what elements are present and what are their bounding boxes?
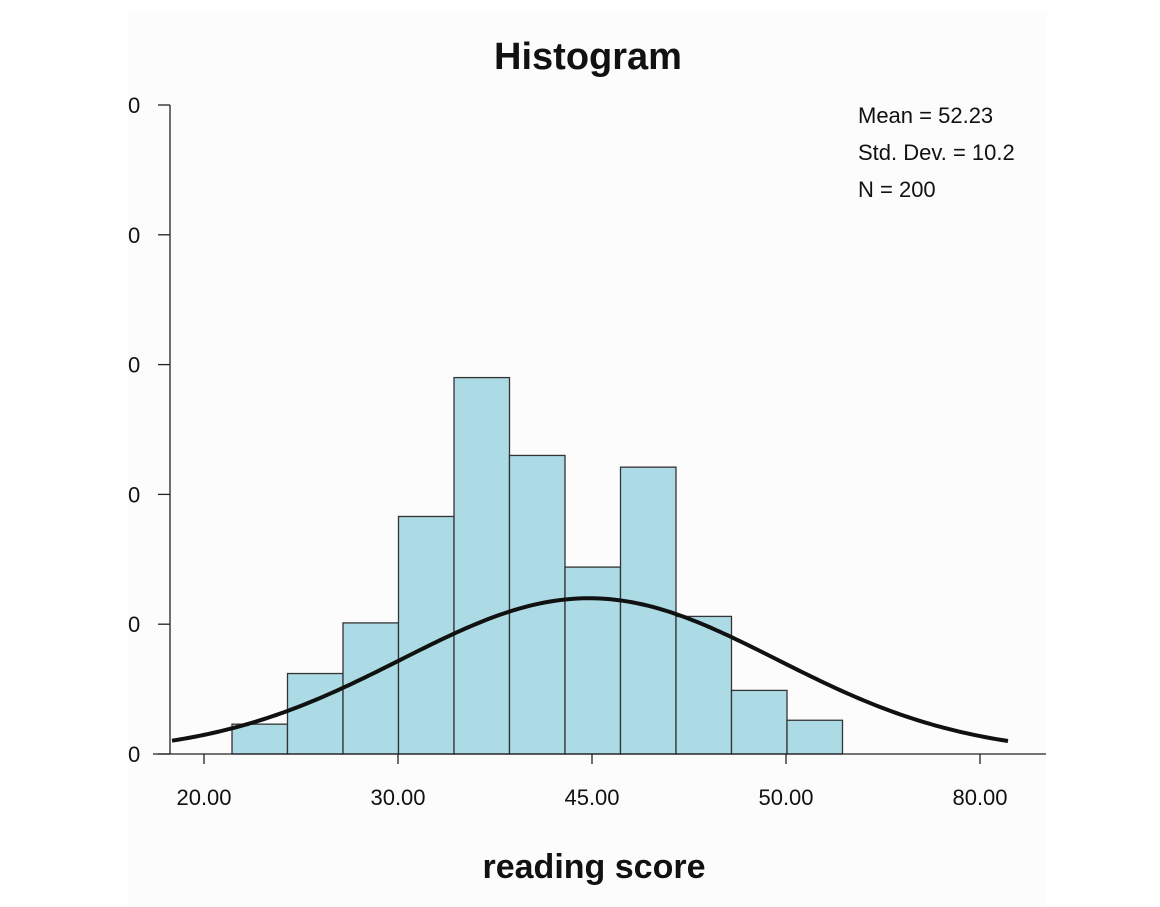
stat-line: Mean = 52.23: [858, 103, 993, 128]
x-tick-label: 20.00: [176, 785, 231, 810]
histogram-bar: [786, 719, 844, 755]
stats-box: Mean = 52.23 Std. Dev. = 10.2 N = 200: [858, 103, 1015, 202]
x-tick-label: 80.00: [952, 785, 1007, 810]
histogram-bar: [564, 566, 622, 755]
normal-curve: [171, 596, 1009, 743]
y-tick-label: 0: [128, 93, 140, 118]
histogram-bar: [286, 672, 344, 755]
stat-line: Std. Dev. = 10.2: [858, 140, 1015, 165]
histogram-chart: Histogram 0 0 0 0 0 0 20.00 30.00 45.00 50.00 80.0…: [128, 36, 1046, 886]
y-tick-label: 0: [128, 482, 140, 507]
y-tick-label: 0: [128, 742, 140, 767]
chart-title: Histogram: [494, 36, 682, 78]
y-tick-label: 0: [128, 223, 140, 248]
bars-layer: [231, 376, 844, 755]
curve-layer: [171, 596, 1009, 743]
histogram-bar: [342, 622, 400, 755]
x-tick-label: 30.00: [370, 785, 425, 810]
histogram-bar: [675, 615, 733, 755]
y-tick-label: 0: [128, 612, 140, 637]
histogram-bar: [453, 376, 511, 755]
axes-layer: 0 0 0 0 0 0 20.00 30.00 45.00 50.00 80.00: [128, 93, 1046, 810]
x-tick-label: 50.00: [758, 785, 813, 810]
histogram-bar: [397, 515, 455, 755]
chart-panel: Histogram 0 0 0 0 0 0 20.00 30.00 45.00 50.00 80.0…: [128, 12, 1046, 905]
histogram-bar: [730, 689, 788, 755]
y-tick-label: 0: [128, 353, 140, 378]
x-axis-label: reading score: [483, 848, 706, 886]
histogram-bar: [231, 723, 289, 755]
x-tick-label: 45.00: [564, 785, 619, 810]
stat-line: N = 200: [858, 177, 936, 202]
